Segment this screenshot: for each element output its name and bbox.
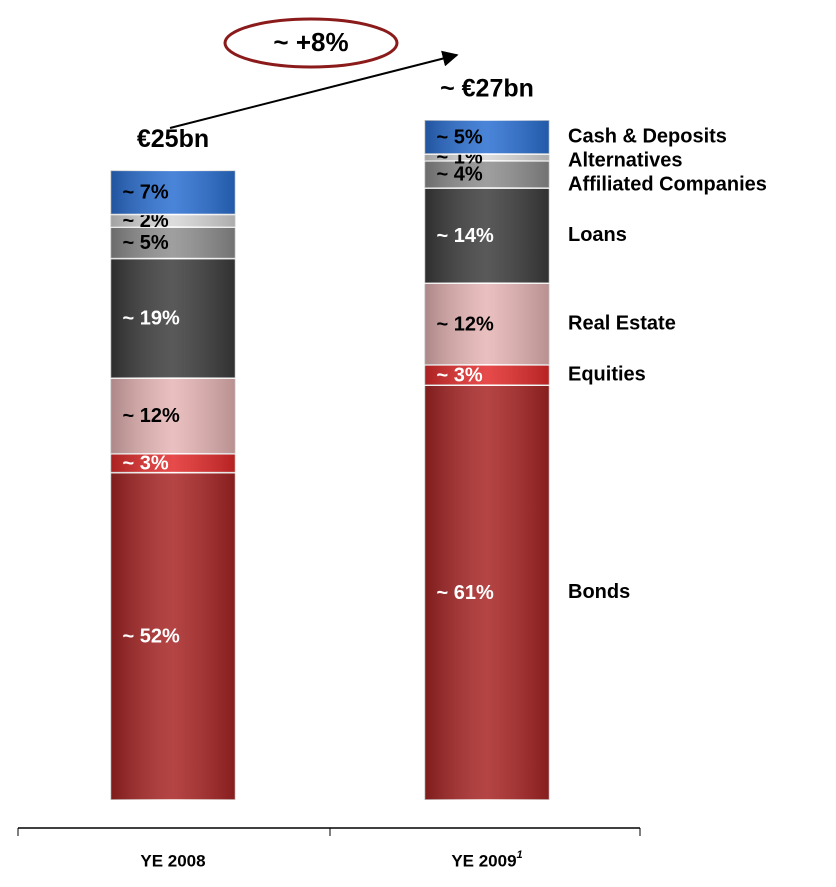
value-label: ~ 52% xyxy=(123,626,180,648)
legend-label: Real Estate xyxy=(568,312,676,334)
bar-shade xyxy=(110,214,236,228)
bar-shade xyxy=(110,227,236,259)
bar-shade xyxy=(110,453,236,473)
bar-shade xyxy=(424,154,550,161)
legend-label: Affiliated Companies xyxy=(568,173,767,195)
legend-label: Equities xyxy=(568,363,646,385)
category-note: 1 xyxy=(517,849,523,861)
bar-shade xyxy=(110,170,236,215)
value-label: ~ 7% xyxy=(123,182,169,204)
bar-shade xyxy=(424,283,550,365)
bar-shade xyxy=(110,472,236,800)
legend-label: Alternatives xyxy=(568,149,683,171)
bar-shade xyxy=(424,364,550,386)
value-label: ~ 14% xyxy=(437,225,494,247)
value-label: ~ 4% xyxy=(437,164,483,186)
legend-label: Bonds xyxy=(568,581,630,603)
legend-label: Loans xyxy=(568,224,627,246)
bar-shade xyxy=(424,120,550,154)
growth-ellipse xyxy=(223,17,399,69)
bar-shade xyxy=(424,188,550,284)
value-label: ~ 12% xyxy=(437,313,494,335)
total-label: €25bn xyxy=(137,125,209,153)
x-tick-label: YE 20091 xyxy=(451,849,522,871)
bar-shade xyxy=(110,378,236,454)
bar-shade xyxy=(110,258,236,379)
value-label: ~ 2% xyxy=(123,210,169,232)
bar-shade xyxy=(424,385,550,800)
bar-shade xyxy=(424,160,550,188)
value-label: ~ 5% xyxy=(123,232,169,254)
value-label: ~ 3% xyxy=(123,452,169,474)
value-label: ~ 3% xyxy=(437,364,483,386)
x-tick-label: YE 2008 xyxy=(140,851,205,870)
value-label: ~ 19% xyxy=(123,308,180,330)
value-label: ~ 12% xyxy=(123,405,180,427)
value-label: ~ 61% xyxy=(437,582,494,604)
value-label: ~ 5% xyxy=(437,126,483,148)
growth-arrow xyxy=(169,50,459,129)
growth-label: ~ +8% xyxy=(273,27,348,57)
legend-label: Cash & Deposits xyxy=(568,125,727,147)
total-label: ~ €27bn xyxy=(440,75,534,103)
